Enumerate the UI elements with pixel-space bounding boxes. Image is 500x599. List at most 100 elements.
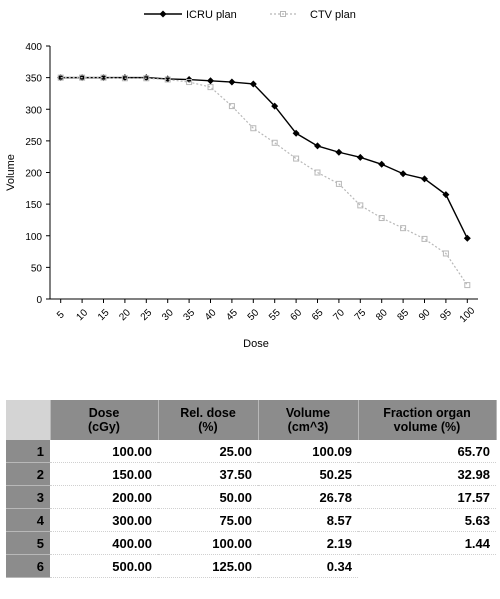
- cell-rel-dose: 37.50: [158, 462, 258, 486]
- icru-point: [57, 74, 65, 82]
- x-axis-title: Dose: [243, 338, 269, 350]
- y-tick-label: 0: [36, 295, 42, 306]
- cell-dose: 150.00: [50, 462, 158, 486]
- legend-icru-marker: [159, 10, 167, 18]
- y-tick-label: 200: [25, 169, 42, 180]
- cell-fraction-organ-volume: 17.57: [358, 485, 496, 509]
- cell-fraction-organ-volume: 65.70: [358, 440, 496, 463]
- ctv-point: [335, 180, 342, 187]
- ctv-point: [57, 74, 64, 81]
- header-dose: Dose (cGy): [50, 400, 159, 440]
- cell-dose: 400.00: [50, 531, 158, 555]
- x-tick-label: 5: [55, 309, 67, 321]
- cell-fraction-organ-volume: 1.44: [358, 531, 496, 555]
- icru-point: [292, 129, 300, 137]
- x-tick-label: 60: [289, 307, 305, 323]
- ctv-point: [442, 250, 449, 257]
- x-tick-label: 80: [374, 307, 390, 323]
- table-row: 6 500.00 125.00 0.34: [6, 554, 496, 578]
- ctv-point: [378, 215, 385, 222]
- header-volume: Volume (cm^3): [258, 400, 359, 440]
- icru-point: [228, 78, 236, 86]
- ctv-point: [357, 202, 364, 209]
- ctv-point: [121, 75, 128, 82]
- x-tick-label: 35: [182, 307, 198, 323]
- x-tick-label: 45: [224, 307, 240, 323]
- dose-volume-chart: 0 50 100 150 200 250 300 350 400 5 10 15 20 25 30 35 40 4…: [5, 9, 478, 350]
- ctv-point: [271, 139, 278, 146]
- cell-volume: 100.09: [258, 440, 358, 463]
- x-tick-label: 30: [160, 307, 176, 323]
- cell-volume: 0.34: [258, 554, 358, 578]
- header-rel-dose: Rel. dose (%): [158, 400, 259, 440]
- y-axis-title: Volume: [5, 154, 17, 191]
- cell-volume: 26.78: [258, 485, 358, 509]
- x-tick-label: 50: [246, 307, 262, 323]
- x-tick-label: 85: [396, 307, 412, 323]
- icru-point: [356, 153, 364, 161]
- cell-dose: 500.00: [50, 554, 158, 578]
- y-tick-label: 250: [25, 137, 42, 148]
- icru-point: [399, 170, 407, 178]
- x-tick-label: 20: [117, 307, 133, 323]
- legend-icru-label: ICRU plan: [186, 9, 237, 21]
- x-tick-label: 90: [417, 307, 433, 323]
- ctv-point: [143, 75, 150, 82]
- y-tick-label: 100: [25, 232, 42, 243]
- cell-rel-dose: 50.00: [158, 485, 258, 509]
- y-tick-label: 350: [25, 74, 42, 85]
- x-tick-label: 25: [139, 307, 155, 323]
- icru-point: [463, 234, 471, 242]
- icru-point: [314, 142, 321, 150]
- x-tick-label: 70: [331, 307, 347, 323]
- legend-ctv-label: CTV plan: [310, 9, 356, 21]
- cell-dose: 300.00: [50, 508, 158, 532]
- ctv-point: [79, 74, 86, 81]
- ctv-point: [400, 225, 407, 232]
- table-corner: [6, 400, 51, 440]
- icru-point: [335, 148, 343, 156]
- icru-point: [271, 102, 279, 110]
- cell-rel-dose: 100.00: [158, 531, 258, 555]
- ctv-point: [186, 79, 193, 86]
- legend-ctv-marker: [280, 11, 286, 17]
- x-tick-label: 100: [458, 305, 478, 325]
- row-index: 2: [6, 462, 50, 486]
- ctv-point: [228, 103, 235, 110]
- table-row: 2 150.00 37.50 50.25 32.98: [6, 462, 496, 486]
- y-tick-label: 400: [25, 42, 42, 53]
- ctv-point: [164, 76, 171, 83]
- cell-rel-dose: 25.00: [158, 440, 258, 463]
- cell-dose: 200.00: [50, 485, 158, 509]
- table-row: 5 400.00 100.00 2.19 1.44: [6, 531, 496, 555]
- row-index: 4: [6, 508, 50, 532]
- cell-rel-dose: 75.00: [158, 508, 258, 532]
- ctv-point: [100, 74, 107, 81]
- table-row: 4 300.00 75.00 8.57 5.63: [6, 508, 496, 532]
- x-tick-label: 75: [353, 307, 369, 323]
- row-index: 6: [6, 554, 50, 578]
- cell-fraction-organ-volume: 5.63: [358, 508, 496, 532]
- ctv-point: [250, 125, 257, 132]
- cell-fraction-organ-volume: [358, 555, 496, 578]
- table-row: 3 200.00 50.00 26.78 17.57: [6, 485, 496, 509]
- cell-rel-dose: 125.00: [158, 554, 258, 578]
- header-fraction-organ-volume: Fraction organ volume (%): [358, 400, 497, 440]
- y-tick-label: 300: [25, 105, 42, 116]
- table-row: 1 100.00 25.00 100.09 65.70: [6, 440, 496, 463]
- x-tick-label: 15: [96, 307, 112, 323]
- cell-volume: 2.19: [258, 531, 358, 555]
- row-index: 5: [6, 531, 50, 555]
- ctv-point: [421, 235, 428, 242]
- icru-point: [207, 77, 214, 85]
- chart-svg: 0 50 100 150 200 250 300 350 400 5 10 15 20 25 30 35 40 4…: [5, 9, 478, 350]
- icru-point: [378, 160, 386, 168]
- table-header-row: Dose (cGy) Rel. dose (%) Volume (cm^3) Frac…: [6, 400, 497, 440]
- x-tick-label: 95: [438, 307, 454, 323]
- icru-point: [421, 175, 428, 183]
- icru-point: [442, 191, 450, 199]
- y-tick-label: 150: [25, 200, 42, 211]
- ctv-point: [293, 155, 300, 162]
- ctv-point: [314, 169, 321, 176]
- series-line-ctv: [60, 77, 468, 286]
